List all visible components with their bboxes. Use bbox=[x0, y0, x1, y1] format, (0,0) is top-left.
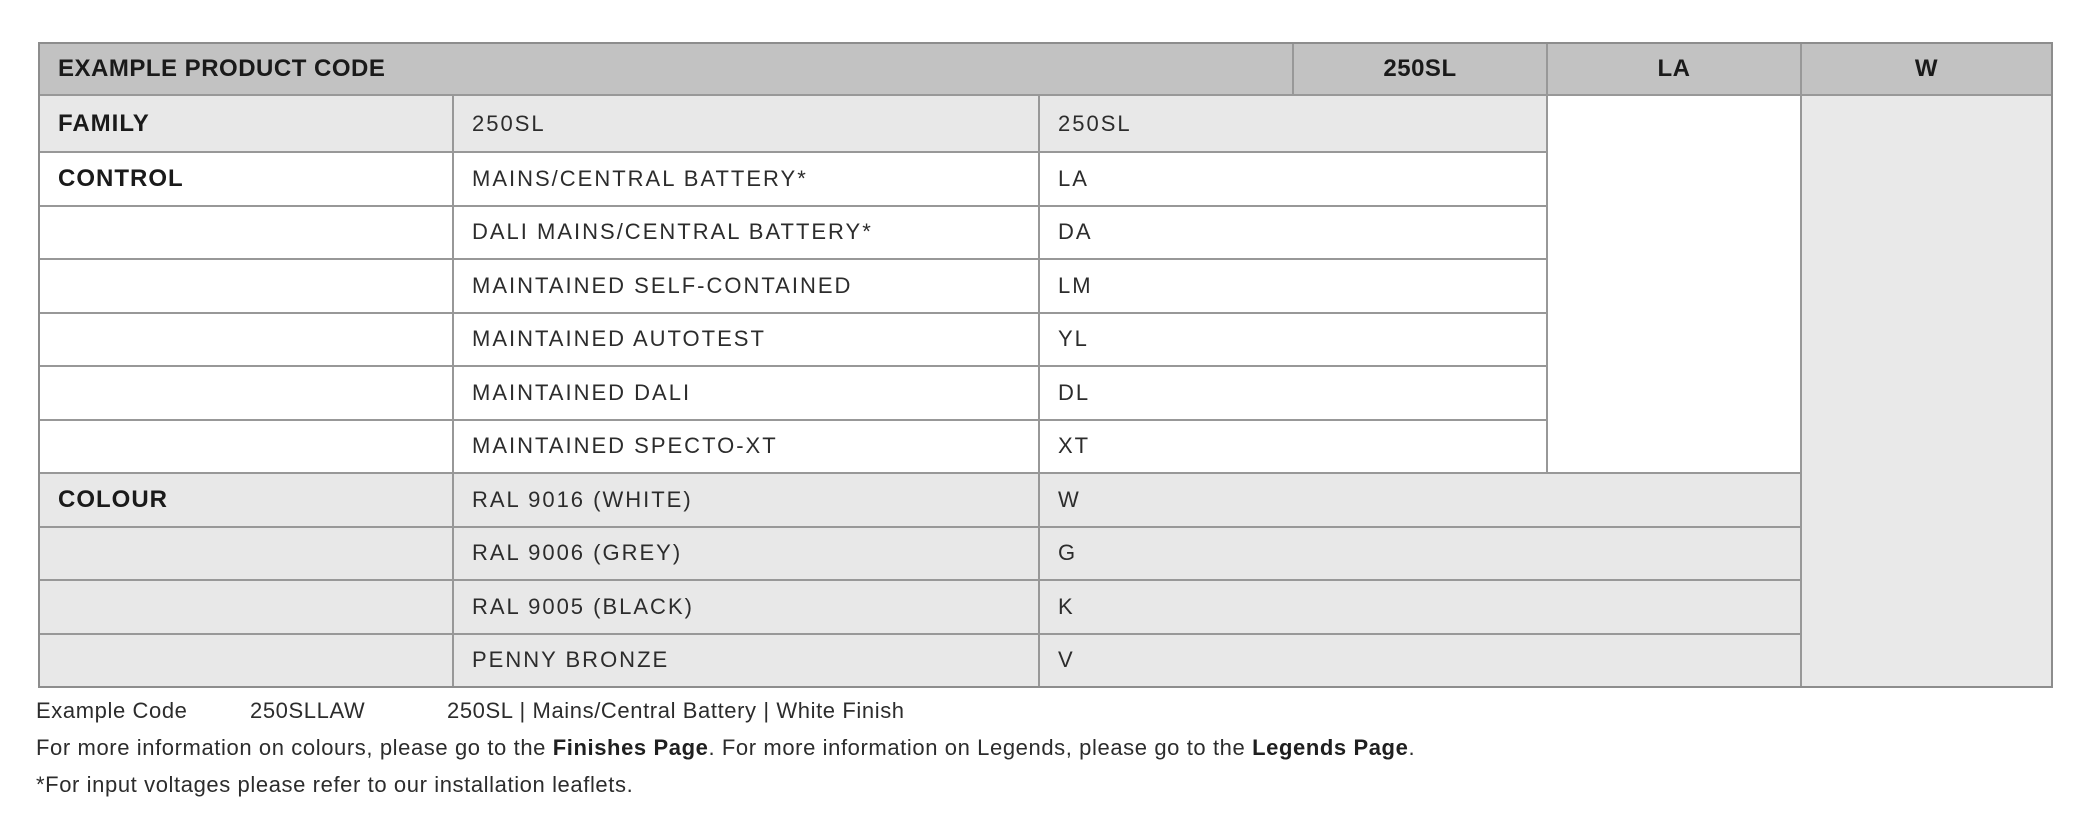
empty-cell bbox=[40, 365, 454, 419]
empty-cell bbox=[40, 632, 454, 686]
control-code: LM bbox=[1040, 258, 1548, 312]
colour-description: RAL 9006 (GREY) bbox=[454, 525, 1040, 579]
info-text-2: . For more information on Legends, pleas… bbox=[708, 735, 1253, 760]
control-code: XT bbox=[1040, 418, 1548, 472]
section-label-family: FAMILY bbox=[40, 96, 454, 151]
control-code: DA bbox=[1040, 204, 1548, 258]
example-code-breakdown: 250SL | Mains/Central Battery | White Fi… bbox=[447, 698, 905, 723]
table-body: FAMILY 250SL 250SL CONTROL MAINS/CENTRAL… bbox=[40, 96, 2051, 686]
colour-description: RAL 9005 (BLACK) bbox=[454, 579, 1040, 633]
colour-code: W bbox=[1040, 472, 1802, 526]
family-description: 250SL bbox=[454, 96, 1040, 151]
table-header-row: EXAMPLE PRODUCT CODE 250SL LA W bbox=[40, 44, 2051, 96]
merged-cell-control-column bbox=[1548, 96, 1802, 472]
empty-cell bbox=[40, 258, 454, 312]
header-code-family: 250SL bbox=[1294, 44, 1548, 96]
empty-cell bbox=[40, 579, 454, 633]
control-description: MAINTAINED AUTOTEST bbox=[454, 311, 1040, 365]
voltage-note: *For input voltages please refer to our … bbox=[36, 772, 634, 797]
header-code-control: LA bbox=[1548, 44, 1802, 96]
example-code-value: 250SLLAW bbox=[250, 698, 366, 723]
empty-cell bbox=[40, 204, 454, 258]
control-code: DL bbox=[1040, 365, 1548, 419]
empty-cell bbox=[40, 418, 454, 472]
colour-code: K bbox=[1040, 579, 1802, 633]
finishes-page-ref: Finishes Page bbox=[552, 735, 709, 760]
control-description: MAINS/CENTRAL BATTERY* bbox=[454, 151, 1040, 205]
section-label-colour: COLOUR bbox=[40, 472, 454, 526]
colour-description: RAL 9016 (WHITE) bbox=[454, 472, 1040, 526]
empty-cell bbox=[40, 525, 454, 579]
colour-code: G bbox=[1040, 525, 1802, 579]
header-code-colour: W bbox=[1802, 44, 2051, 96]
info-line: For more information on colours, please … bbox=[36, 733, 1415, 763]
example-code-label: Example Code bbox=[36, 698, 188, 723]
family-code: 250SL bbox=[1040, 96, 1548, 151]
info-text-1: For more information on colours, please … bbox=[36, 735, 553, 760]
colour-description: PENNY BRONZE bbox=[454, 632, 1040, 686]
control-code: LA bbox=[1040, 151, 1548, 205]
control-description: MAINTAINED SELF-CONTAINED bbox=[454, 258, 1040, 312]
info-text-3: . bbox=[1408, 735, 1416, 760]
section-label-control: CONTROL bbox=[40, 151, 454, 205]
product-code-table: EXAMPLE PRODUCT CODE 250SL LA W FAMILY 2… bbox=[38, 42, 2053, 688]
colour-code: V bbox=[1040, 632, 1802, 686]
merged-cell-colour-column bbox=[1802, 96, 2051, 686]
empty-cell bbox=[40, 311, 454, 365]
header-title-cell: EXAMPLE PRODUCT CODE bbox=[40, 44, 1294, 96]
control-description: MAINTAINED SPECTO-XT bbox=[454, 418, 1040, 472]
legends-page-ref: Legends Page bbox=[1252, 735, 1409, 760]
control-code: YL bbox=[1040, 311, 1548, 365]
control-description: MAINTAINED DALI bbox=[454, 365, 1040, 419]
control-description: DALI MAINS/CENTRAL BATTERY* bbox=[454, 204, 1040, 258]
